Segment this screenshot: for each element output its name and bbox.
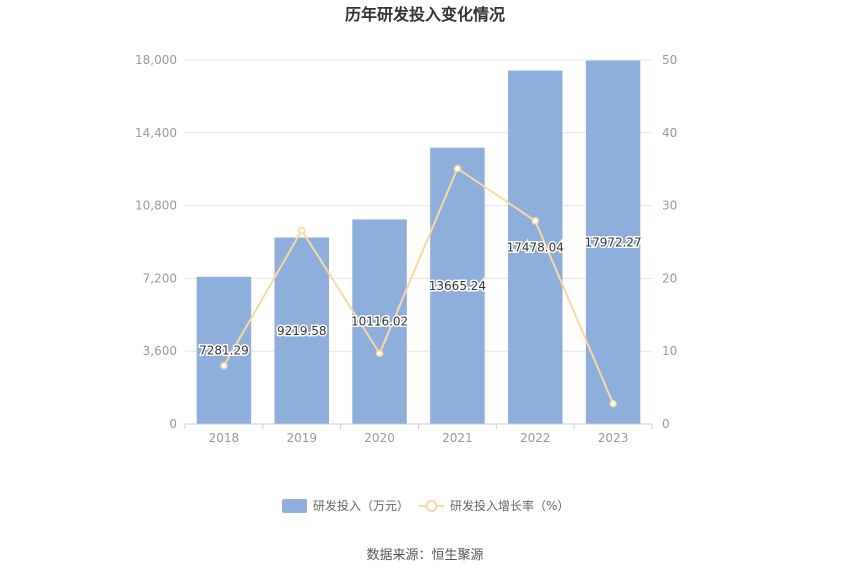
axis-layer: 0 3,600 7,200 10,800 14,400 18,000 0 10 20 30 40 50… — [135, 53, 677, 445]
bar — [508, 70, 563, 425]
y-left-tick-label: 18,000 — [135, 53, 177, 67]
bar-value-label: 17478.04 — [507, 240, 564, 254]
label-layer: 7281.29 9219.58 10116.02 13665.24 17478.04 17… — [198, 234, 644, 359]
bar — [196, 276, 252, 424]
legend-bar-swatch — [282, 499, 307, 513]
legend-bar-label: 研发投入（万元） — [313, 498, 409, 513]
y-right-tick-label: 10 — [662, 344, 677, 358]
growth-rate-point — [298, 226, 306, 235]
y-left-tick-label: 7,200 — [143, 271, 177, 285]
growth-rate-point — [531, 217, 539, 225]
bar-value-label: 10116.02 — [351, 315, 408, 329]
legend[interactable]: 研发投入（万元） 研发投入增长率（%） — [282, 498, 569, 513]
y-right-tick-label: 20 — [662, 271, 677, 285]
legend-line-marker — [425, 500, 438, 512]
growth-rate-line — [223, 166, 615, 405]
bar-value-label: 7281.29 — [199, 343, 249, 357]
legend-line-label: 研发投入增长率（%） — [450, 498, 569, 513]
x-tick-label: 2018 — [209, 431, 240, 445]
y-left-tick-label: 0 — [169, 417, 177, 431]
x-tick-label: 2022 — [520, 431, 551, 445]
bar-value-label: 17972.27 — [584, 235, 641, 249]
bar — [352, 219, 407, 424]
bar-layer — [196, 60, 641, 425]
y-left-tick-label: 14,400 — [135, 126, 177, 140]
x-tick-label: 2021 — [442, 431, 473, 445]
growth-rate-point — [609, 399, 617, 408]
growth-rate-point — [220, 362, 228, 370]
y-left-tick-label: 3,600 — [143, 344, 177, 358]
grid-layer — [185, 59, 652, 352]
bar — [430, 147, 485, 424]
y-right-tick-label: 40 — [662, 126, 677, 140]
y-left-tick-label: 10,800 — [135, 199, 177, 213]
chart-title: 历年研发投入变化情况 — [345, 5, 505, 24]
y-right-tick-label: 0 — [662, 417, 670, 431]
y-right-tick-label: 30 — [662, 199, 677, 213]
growth-rate-point — [375, 349, 384, 358]
bar — [274, 237, 329, 424]
bar-value-label: 9219.58 — [277, 324, 327, 338]
source-note: 数据来源：恒生聚源 — [366, 548, 483, 563]
x-tick-label: 2023 — [598, 431, 629, 445]
growth-rate-point — [453, 164, 462, 173]
x-tick-label: 2020 — [364, 431, 395, 445]
bar-value-label: 13665.24 — [429, 279, 486, 293]
line-layer — [220, 164, 617, 408]
x-tick-label: 2019 — [286, 431, 317, 445]
y-right-tick-label: 50 — [662, 53, 677, 67]
